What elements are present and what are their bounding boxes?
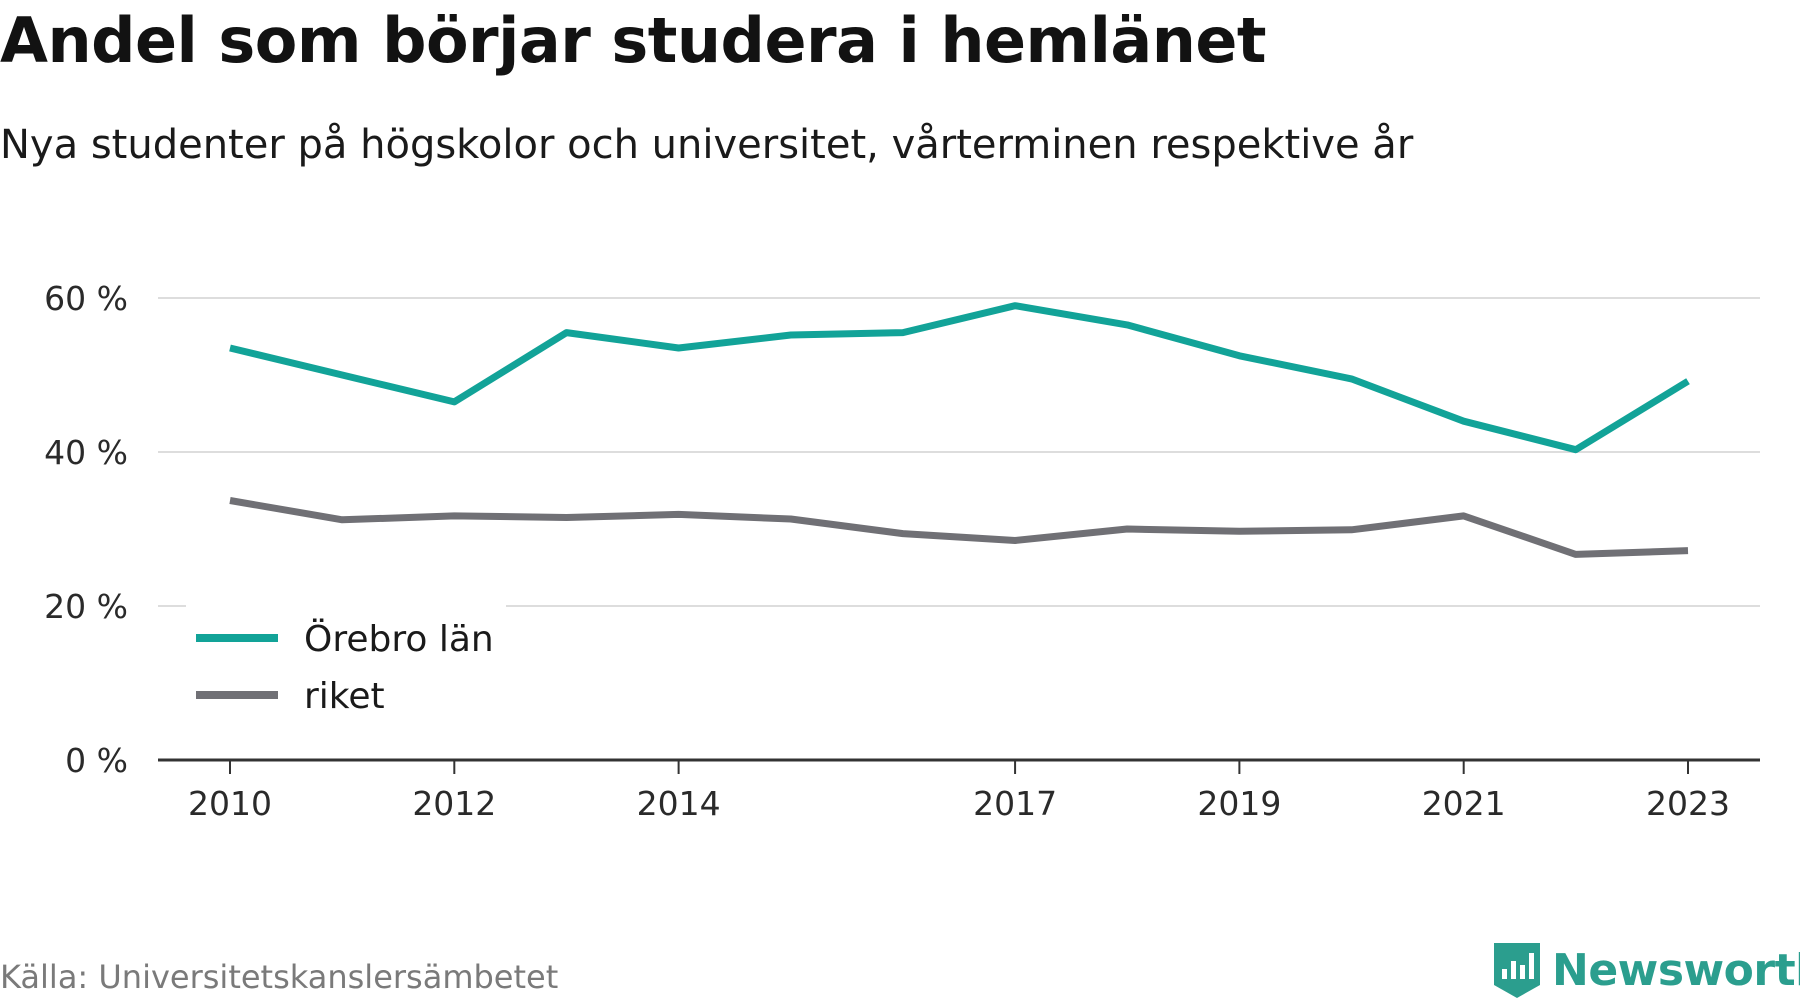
y-tick-label: 0 % [65, 741, 128, 780]
series-lines [229, 302, 1690, 558]
source-note: Källa: Universitetskanslersämbetet [0, 958, 559, 996]
chart-title: Andel som börjar studera i hemlänet [0, 4, 1267, 77]
x-tick-label: 2010 [188, 784, 272, 823]
brand-name: Newsworthy [1552, 944, 1800, 996]
series-line-riket [229, 497, 1689, 558]
chart-subtitle: Nya studenter på högskolor och universit… [0, 122, 1414, 168]
grid-lines: 0 % 20 % 40 % 60 % [44, 279, 1760, 780]
legend-label: Örebro län [304, 618, 494, 660]
x-axis: 2010 2012 2014 2017 2019 2021 2023 [158, 758, 1760, 823]
legend-label: riket [304, 676, 385, 717]
y-tick-label: 60 % [44, 279, 128, 318]
legend: Örebro län riket [186, 605, 506, 725]
x-tick-label: 2019 [1197, 784, 1281, 823]
legend-background [186, 605, 506, 725]
line-chart: 0 % 20 % 40 % 60 % 2010 2012 2014 2017 2019 2021… [44, 279, 1760, 823]
series-line-orebro [229, 302, 1690, 454]
x-tick-label: 2023 [1646, 784, 1730, 823]
x-tick-label: 2017 [973, 784, 1057, 823]
y-tick-label: 40 % [44, 433, 128, 472]
x-tick-label: 2012 [412, 784, 496, 823]
x-tick-label: 2021 [1422, 784, 1506, 823]
newsworthy-logo-icon [1494, 943, 1540, 998]
x-tick-label: 2014 [637, 784, 721, 823]
y-tick-label: 20 % [44, 587, 128, 626]
brand-logo: Newsworthy [1492, 940, 1800, 1000]
